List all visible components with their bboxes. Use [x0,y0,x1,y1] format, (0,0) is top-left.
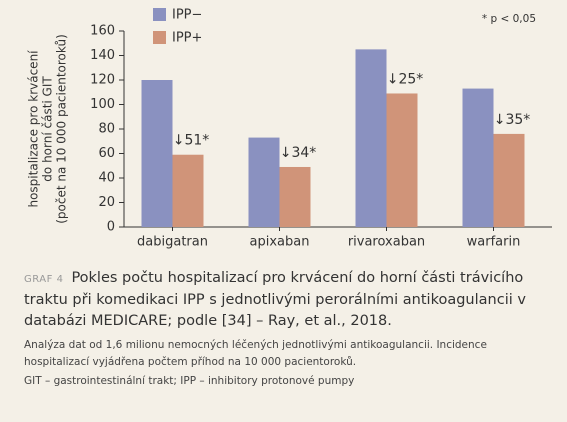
bar [493,133,525,227]
caption-description: Analýza dat od 1,6 milionu nemocných léč… [24,339,487,368]
bar [462,88,494,227]
y-axis-title: hospitalizace pro krvácení do horní části… [27,34,69,224]
legend-swatch [153,31,166,44]
y-tick-label: 40 [98,171,115,186]
y-axis-title-line: do horní části GIT [41,76,55,182]
y-tick-label: 140 [90,48,115,63]
y-tick-label: 0 [107,220,115,235]
bar [141,80,173,227]
legend-label: IPP+ [172,31,202,46]
x-tick-label: rivaroxaban [348,235,425,250]
y-axis-title-line: hospitalizace pro krvácení [27,50,41,208]
bar [279,166,311,227]
y-axis-title-line: (počet na 10 000 pacientoroků) [55,34,69,224]
caption-title: GRAF 4 Pokles počtu hospitalizací pro krv… [24,268,554,332]
x-tick-label: dabigatran [137,235,208,250]
bar [355,49,387,227]
annotation: ↓25* [387,71,424,87]
y-tick-label: 160 [90,24,115,39]
y-tick-label: 60 [98,146,115,161]
annotation: ↓51* [173,133,210,149]
caption-text: Pokles počtu hospitalizací pro krvácení … [24,270,526,329]
chart: * p < 0,05 hospitalizace pro krvácení do … [27,8,552,250]
significance-note: * p < 0,05 [482,13,536,25]
bar [248,137,280,227]
caption-label: GRAF 4 [24,274,64,285]
legend-label: IPP− [172,8,202,23]
annotation: ↓34* [280,145,317,161]
legend-swatch [153,8,166,21]
y-tick-label: 20 [98,195,115,210]
annotation: ↓35* [494,112,531,128]
bar [172,154,204,227]
y-tick-label: 120 [90,73,115,88]
y-tick-label: 100 [90,97,115,112]
x-tick-label: warfarin [467,235,521,250]
caption-abbreviations: GIT – gastrointestinální trakt; IPP – in… [24,375,355,387]
y-tick-label: 80 [98,122,115,137]
x-tick-label: apixaban [250,235,310,250]
bar [386,93,418,227]
